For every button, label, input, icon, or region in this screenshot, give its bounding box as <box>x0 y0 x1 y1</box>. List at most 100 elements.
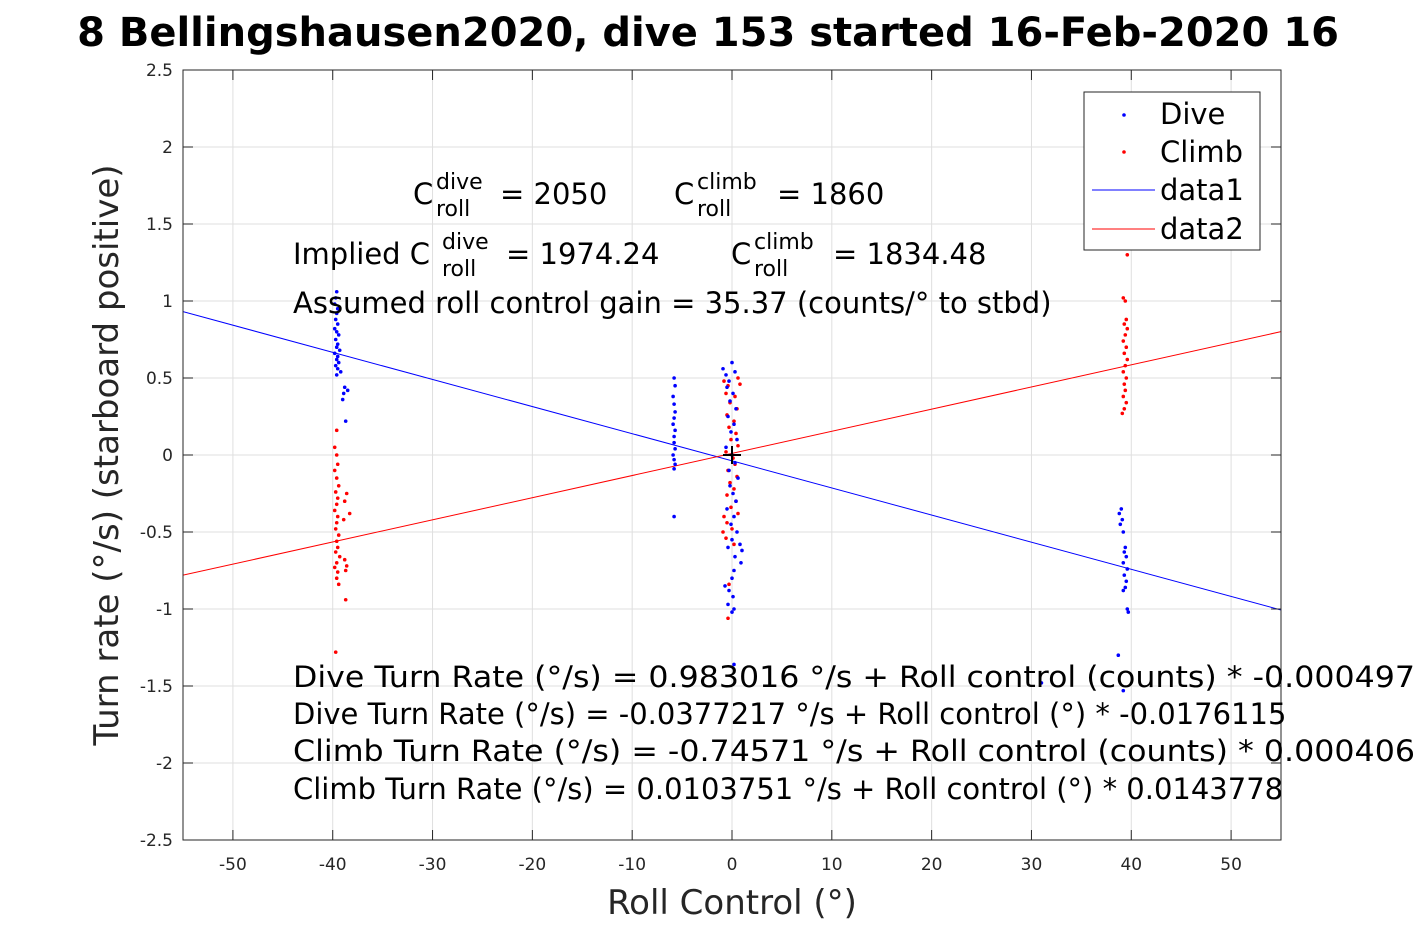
dive-point <box>673 383 677 388</box>
annotation-implied-dive: Implied C dive roll = 1974.24 <box>293 230 659 282</box>
annotation-sup-climb: climb <box>697 170 757 195</box>
dive-point <box>735 530 739 534</box>
dive-point <box>336 360 341 365</box>
dive-point <box>739 561 743 565</box>
climb-point <box>344 564 349 568</box>
dive-point <box>724 373 728 377</box>
x-tick-label: 50 <box>1220 855 1242 875</box>
dive-point <box>723 584 727 588</box>
dive-point <box>731 594 735 599</box>
climb-point <box>344 491 349 496</box>
dive-point <box>1119 507 1124 511</box>
legend-marker-climb <box>1122 150 1126 154</box>
climb-point <box>343 597 348 602</box>
climb-point <box>1124 345 1129 350</box>
dive-point <box>729 430 733 434</box>
dive-point <box>732 514 736 519</box>
dive-point <box>740 548 744 553</box>
dive-point <box>335 354 340 359</box>
climb-point <box>734 431 738 436</box>
climb-point <box>333 550 338 554</box>
climb-point <box>724 450 728 454</box>
climb-point <box>724 536 728 540</box>
x-tick-label: 10 <box>821 855 843 875</box>
annotation-implied-dive-value: = 1974.24 <box>506 237 659 271</box>
y-tick-label: 0.5 <box>146 369 173 389</box>
dive-point <box>672 440 676 445</box>
dive-point <box>730 576 734 580</box>
climb-point <box>728 480 732 485</box>
dive-point <box>335 366 340 371</box>
y-tick-label: 0 <box>162 446 173 466</box>
climb-point <box>722 379 726 383</box>
annotation-implied-climb-value: = 1834.48 <box>833 237 986 271</box>
dive-point <box>333 317 338 322</box>
dive-point <box>672 457 676 462</box>
climb-point <box>1123 333 1128 337</box>
climb-point <box>1121 370 1126 374</box>
dive-point <box>1122 573 1127 577</box>
climb-point <box>1121 296 1126 300</box>
dive-point <box>336 333 341 337</box>
annotation-c-letter: C <box>674 177 694 211</box>
dive-point <box>673 447 677 451</box>
legend-entry-dive: Dive <box>1160 97 1225 131</box>
climb-point <box>1122 407 1127 411</box>
climb-point <box>1125 326 1130 331</box>
dive-point <box>332 302 337 306</box>
climb-point <box>341 517 346 522</box>
annotation-eq-dive-counts: Dive Turn Rate (°/s) = 0.983016 °/s + Ro… <box>293 660 1415 694</box>
dive-point <box>334 311 339 316</box>
climb-point <box>729 505 733 510</box>
climb-point <box>332 565 337 570</box>
climb-point <box>337 554 342 559</box>
dive-point <box>1117 511 1122 516</box>
x-tick-label: 20 <box>921 855 943 875</box>
dive-point <box>673 428 677 433</box>
annotation-eq-climb-degrees: Climb Turn Rate (°/s) = 0.0103751 °/s + … <box>293 772 1283 806</box>
climb-point <box>1120 411 1125 416</box>
dive-point <box>1124 554 1129 559</box>
dive-point <box>1121 588 1126 593</box>
climb-point <box>333 527 338 531</box>
dive-point <box>334 345 339 350</box>
dive-point <box>1039 681 1044 685</box>
chart-title: 8 Bellingshausen2020, dive 153 started 1… <box>77 10 1339 56</box>
dive-point <box>1123 545 1128 550</box>
climb-point <box>342 557 347 562</box>
climb-point <box>1122 322 1127 326</box>
dive-point <box>728 484 732 488</box>
dive-point <box>673 410 677 414</box>
climb-point <box>729 437 733 442</box>
dive-point <box>332 326 337 331</box>
climb-point <box>732 487 736 491</box>
climb-point <box>334 502 339 507</box>
dive-point <box>672 376 676 380</box>
legend-entry-data1: data1 <box>1160 173 1244 207</box>
dive-point <box>332 351 337 356</box>
dive-point <box>345 388 350 393</box>
climb-point <box>342 499 347 504</box>
dive-point <box>1123 585 1128 590</box>
dive-point <box>671 394 675 399</box>
dive-point <box>335 306 340 311</box>
annotation-c-letter: C <box>413 177 433 211</box>
dive-point <box>733 460 737 465</box>
climb-point <box>1121 339 1126 343</box>
dive-point <box>672 416 676 420</box>
dive-point <box>732 607 736 611</box>
dive-point <box>1121 561 1126 565</box>
climb-point <box>332 468 337 473</box>
climb-point <box>725 493 729 497</box>
dive-point <box>1125 607 1130 611</box>
climb-point <box>726 616 730 621</box>
climb-point <box>335 462 340 467</box>
climb-point <box>347 511 352 516</box>
annotation-c-roll-dive: C dive roll = 2050 <box>413 170 607 222</box>
climb-point <box>335 570 340 574</box>
climb-point <box>1122 351 1127 356</box>
annotation-gain: Assumed roll control gain = 35.37 (count… <box>293 286 1052 320</box>
dive-point <box>738 542 742 547</box>
annotation-c-roll-climb: C climb roll = 1860 <box>674 170 884 222</box>
annotation-eq-climb-counts: Climb Turn Rate (°/s) = -0.74571 °/s + R… <box>293 734 1415 768</box>
